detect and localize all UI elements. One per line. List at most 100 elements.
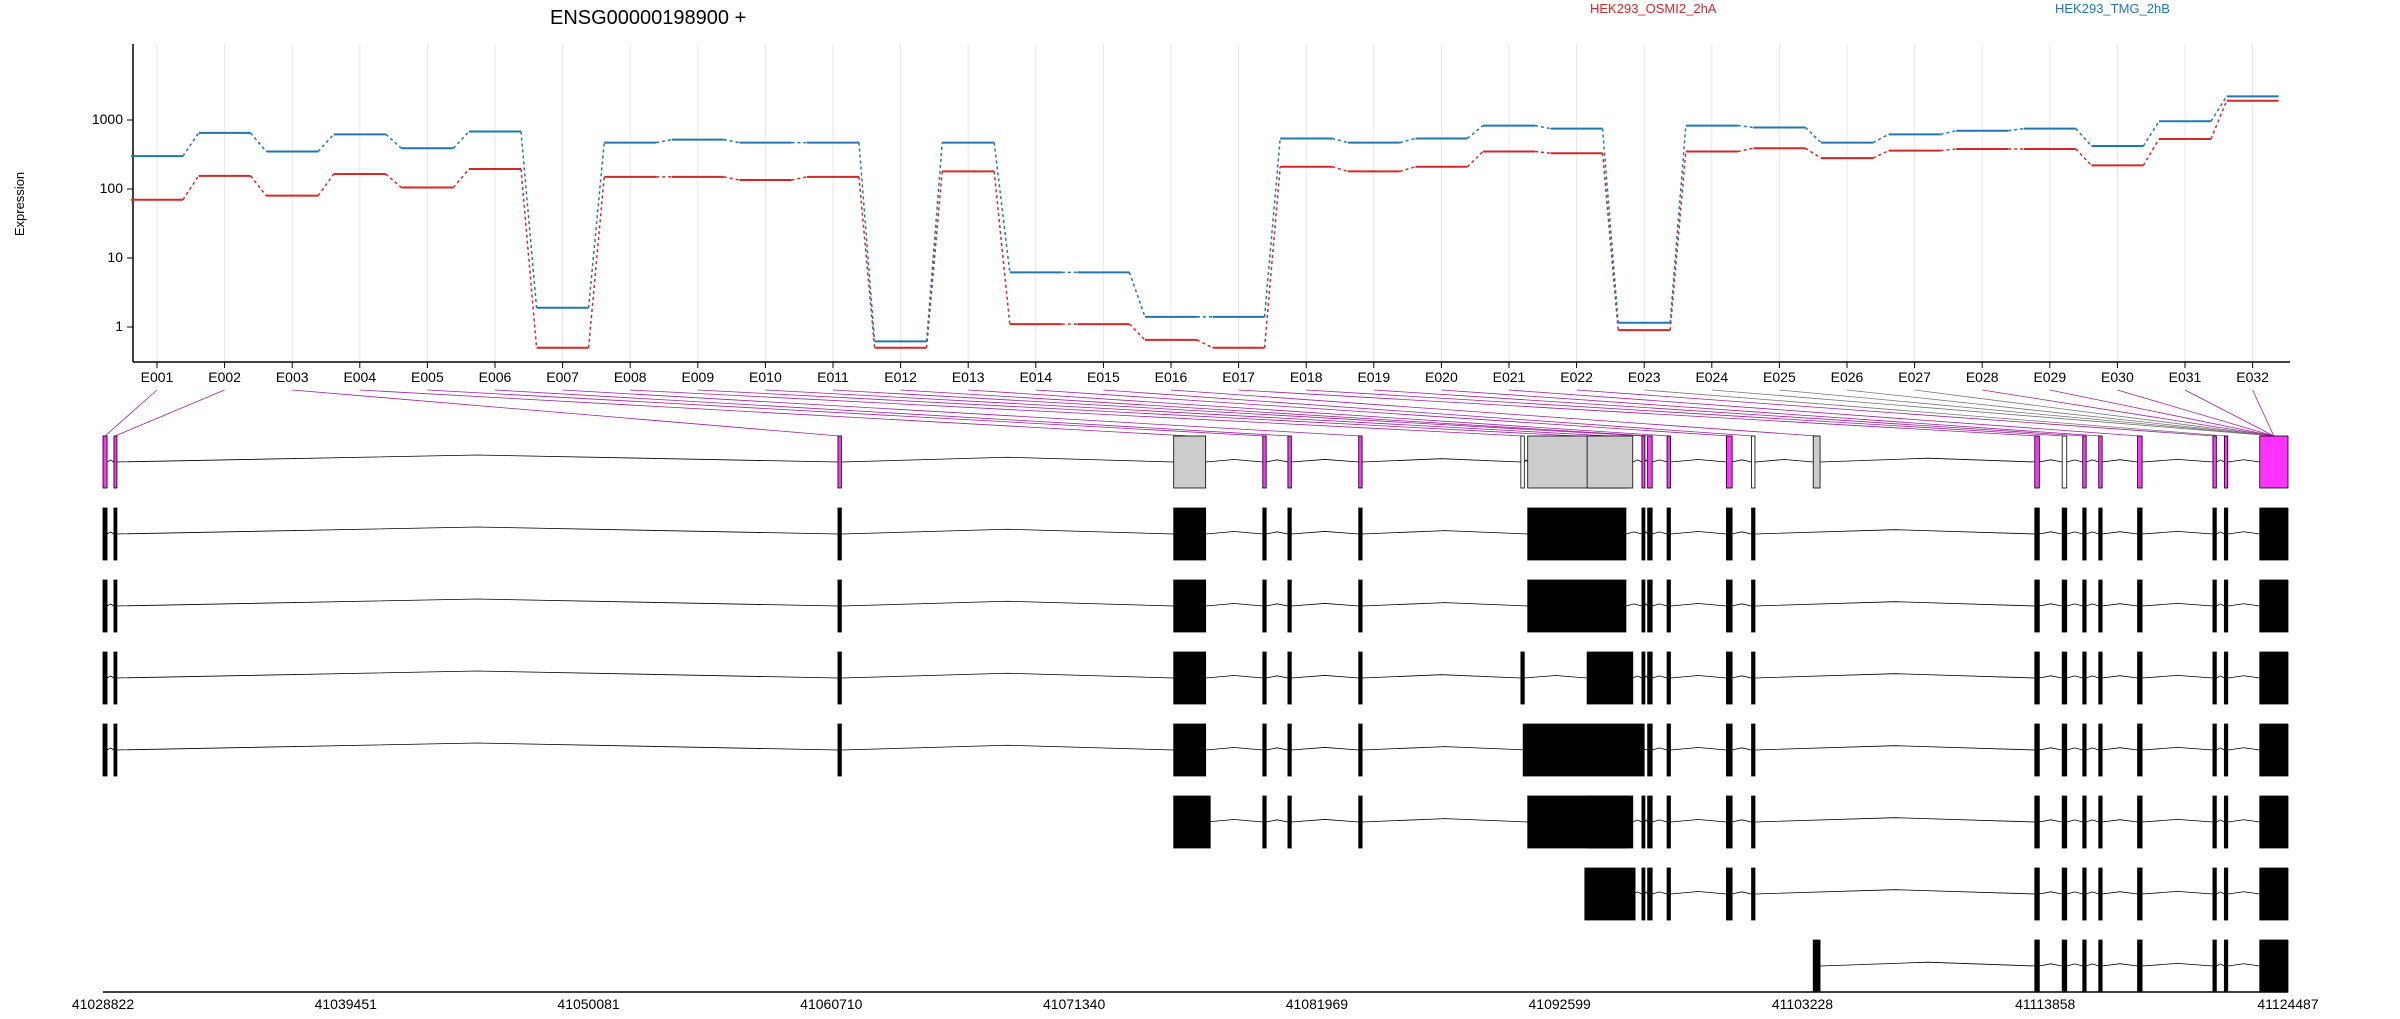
intron-line [1362, 458, 1521, 463]
transcript-row [102, 723, 2289, 777]
exon-connector [1982, 389, 2274, 437]
intron-line [106, 747, 115, 751]
exon-block [1358, 435, 1363, 489]
exon-connector [292, 389, 840, 437]
x-tick-label: E028 [1966, 369, 1999, 385]
transcript-row [1173, 795, 2289, 849]
exon-block [1751, 435, 1756, 489]
genomic-tick-label: 41071340 [1043, 996, 1106, 1012]
exon-connector [427, 389, 1265, 437]
intron-line [2066, 963, 2083, 967]
exon-block [1358, 579, 1363, 633]
intron-line [1266, 675, 1288, 679]
exon-connector [1914, 389, 2274, 437]
exon-block [2061, 795, 2068, 849]
series-b [131, 95, 2279, 343]
intron-line [1732, 675, 1752, 679]
intron-line [2102, 819, 2138, 823]
intron-line [1291, 603, 1359, 607]
intron-line [2102, 963, 2138, 967]
exon-block [2212, 795, 2217, 849]
exon-block [2082, 939, 2087, 993]
exon-block [2061, 507, 2068, 561]
intron-line [1205, 603, 1263, 607]
exon-block [2034, 939, 2040, 993]
exon-block [2259, 867, 2289, 921]
intron-line [2142, 675, 2213, 679]
exon-block [113, 579, 118, 633]
series-transition [1466, 125, 1484, 140]
exon-tick-labels: E001 E002 E003 E004 E005 E006 E007 E008 E009 E010… [141, 362, 2269, 385]
intron-line [106, 531, 115, 535]
intron-line [2086, 603, 2099, 607]
exon-block [1726, 579, 1733, 633]
series-transition [2210, 95, 2228, 122]
x-tick-label: E020 [1425, 369, 1458, 385]
axes: 1 10 100 1000 [92, 44, 2290, 363]
genomic-tick-label: 41092599 [1529, 996, 1592, 1012]
series-transition [1737, 124, 1754, 129]
exon-block [2223, 579, 2229, 633]
exon-connector [1373, 389, 2085, 437]
exon-connector [2049, 389, 2274, 437]
series-transition [385, 173, 402, 189]
exon-block [1726, 507, 1733, 561]
series-transition [250, 175, 267, 197]
intron-line [2039, 675, 2063, 679]
exon-block [2061, 939, 2068, 993]
exon-block [1173, 651, 1207, 705]
exon-block [1520, 651, 1525, 705]
intron-line [116, 526, 838, 535]
intron-line [1754, 673, 2035, 679]
exon-connector [1711, 389, 2274, 437]
series-transition [993, 142, 1011, 273]
exon-block [1751, 651, 1756, 705]
exon-block [2061, 435, 2068, 489]
exon-block [2034, 795, 2040, 849]
genomic-axis: 41028822 41039451 41050081 41060710 41071340… [72, 991, 2319, 1012]
intron-line [2216, 891, 2225, 895]
exon-connector [1576, 389, 2215, 437]
exon-connector [968, 389, 1669, 437]
exon-block [2259, 651, 2289, 705]
intron-line [2102, 675, 2138, 679]
intron-line [2086, 819, 2099, 823]
intron-line [1652, 531, 1668, 535]
exon-block [2223, 507, 2229, 561]
exon-block [1812, 939, 1821, 993]
exon-connector [359, 389, 1190, 437]
intron-line [1670, 675, 1727, 679]
intron-line [1732, 603, 1752, 607]
series-transition [858, 142, 876, 342]
series-transition [1534, 124, 1551, 130]
intron-line [1652, 675, 1668, 679]
x-tick-label: E011 [817, 369, 849, 385]
intron-line [2216, 531, 2225, 535]
exon-block [1641, 507, 1646, 561]
exon-block [2137, 579, 2143, 633]
intron-line [2102, 747, 2138, 751]
series-transition [1399, 137, 1416, 144]
exon-block [2223, 939, 2229, 993]
x-gridlines [156, 44, 2254, 362]
intron-line [2227, 675, 2260, 679]
exon-block [2082, 795, 2087, 849]
intron-line [2227, 747, 2260, 751]
intron-line [2216, 819, 2225, 823]
series-transition [520, 168, 538, 348]
intron-line [2086, 459, 2099, 463]
intron-line [2142, 963, 2213, 967]
series-transition [2210, 100, 2228, 140]
intron-line [1205, 675, 1263, 679]
intron-line [1266, 531, 1288, 535]
intron-line [1291, 675, 1359, 679]
intron-line [2066, 459, 2083, 463]
intron-line [1820, 961, 2035, 967]
exon-connector [1170, 389, 1817, 437]
intron-line [1291, 747, 1359, 751]
intron-line [1266, 819, 1288, 823]
exon-block [1586, 435, 1634, 489]
x-tick-label: E023 [1628, 369, 1661, 385]
intron-line [1732, 531, 1752, 535]
